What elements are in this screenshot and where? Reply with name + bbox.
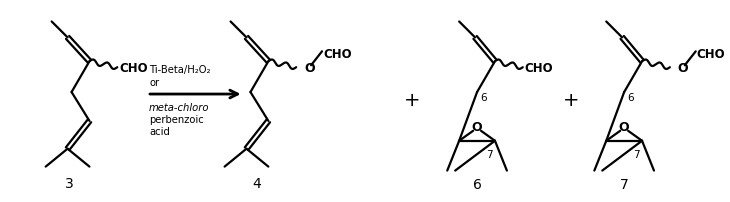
Text: +: + (404, 90, 420, 109)
Text: 3: 3 (65, 177, 74, 190)
Text: perbenzoic: perbenzoic (149, 114, 204, 124)
Text: 7: 7 (634, 149, 640, 159)
Text: 6: 6 (472, 178, 482, 191)
Text: CHO: CHO (696, 48, 726, 61)
Text: CHO: CHO (525, 61, 553, 74)
Text: +: + (564, 90, 580, 109)
Text: CHO: CHO (323, 48, 352, 61)
Text: 6: 6 (480, 93, 487, 102)
Text: meta-chloro: meta-chloro (149, 102, 210, 113)
Text: 7: 7 (620, 178, 629, 191)
Text: O: O (472, 121, 483, 134)
Text: 6: 6 (627, 93, 634, 102)
Text: O: O (678, 61, 688, 74)
Text: O: O (619, 121, 629, 134)
Text: CHO: CHO (119, 61, 148, 74)
Text: 4: 4 (252, 177, 261, 190)
Text: or: or (149, 78, 159, 88)
Text: Ti-Beta/H₂O₂: Ti-Beta/H₂O₂ (149, 65, 210, 75)
Text: O: O (304, 61, 315, 74)
Text: acid: acid (149, 126, 170, 136)
Text: 7: 7 (486, 149, 493, 159)
